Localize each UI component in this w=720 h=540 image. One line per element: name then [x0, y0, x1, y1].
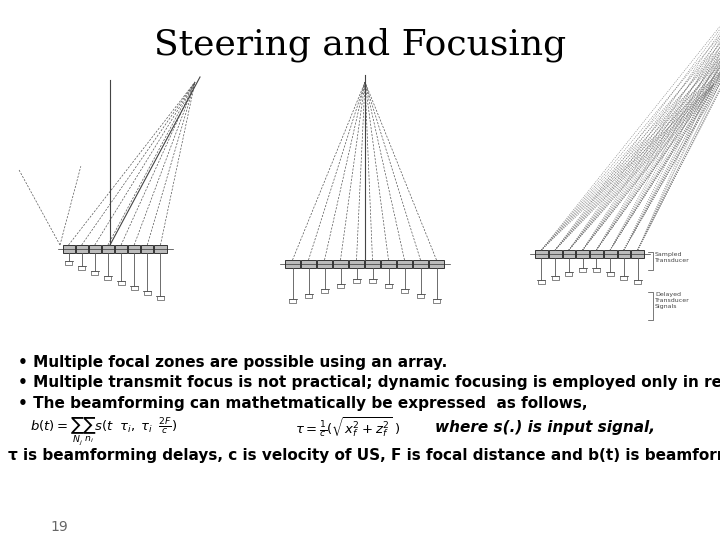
FancyBboxPatch shape: [369, 279, 376, 282]
FancyBboxPatch shape: [562, 250, 575, 258]
FancyBboxPatch shape: [621, 276, 627, 280]
FancyBboxPatch shape: [141, 245, 153, 253]
FancyBboxPatch shape: [115, 245, 127, 253]
FancyBboxPatch shape: [91, 271, 99, 275]
FancyBboxPatch shape: [65, 261, 72, 265]
FancyBboxPatch shape: [349, 260, 364, 268]
FancyBboxPatch shape: [63, 245, 75, 253]
FancyBboxPatch shape: [305, 294, 312, 298]
FancyBboxPatch shape: [417, 294, 424, 298]
FancyBboxPatch shape: [538, 280, 545, 284]
FancyBboxPatch shape: [604, 250, 616, 258]
FancyBboxPatch shape: [154, 245, 166, 253]
FancyBboxPatch shape: [552, 276, 559, 280]
FancyBboxPatch shape: [413, 260, 428, 268]
Text: • Multiple transmit focus is not practical; dynamic focusing is employed only in: • Multiple transmit focus is not practic…: [18, 375, 720, 390]
FancyBboxPatch shape: [385, 284, 392, 287]
FancyBboxPatch shape: [365, 260, 380, 268]
FancyBboxPatch shape: [381, 260, 396, 268]
FancyBboxPatch shape: [102, 245, 114, 253]
Text: $b(t)=\sum_{N_j}\sum_{n_i}s(t\;\; \tau_i,\; \tau_i\;\; \frac{2F}{c})$: $b(t)=\sum_{N_j}\sum_{n_i}s(t\;\; \tau_i…: [30, 415, 177, 447]
FancyBboxPatch shape: [579, 268, 586, 272]
Text: Sampled
Transducer: Sampled Transducer: [655, 252, 690, 263]
FancyBboxPatch shape: [576, 250, 589, 258]
FancyBboxPatch shape: [76, 245, 88, 253]
Text: • Multiple focal zones are possible using an array.: • Multiple focal zones are possible usin…: [18, 355, 447, 370]
Text: $\tau=\frac{1}{c}(\sqrt{x_f^2+z_f^2}\;)$: $\tau=\frac{1}{c}(\sqrt{x_f^2+z_f^2}\;)$: [295, 415, 400, 439]
FancyBboxPatch shape: [157, 296, 164, 300]
FancyBboxPatch shape: [429, 260, 444, 268]
FancyBboxPatch shape: [317, 260, 332, 268]
FancyBboxPatch shape: [618, 250, 630, 258]
FancyBboxPatch shape: [78, 266, 85, 270]
Text: Steering and Focusing: Steering and Focusing: [154, 28, 566, 63]
FancyBboxPatch shape: [321, 288, 328, 293]
FancyBboxPatch shape: [433, 299, 440, 302]
Text: • The beamforming can mathetmatically be expressed  as follows,: • The beamforming can mathetmatically be…: [18, 396, 588, 411]
FancyBboxPatch shape: [631, 250, 644, 258]
FancyBboxPatch shape: [131, 286, 138, 290]
Text: 19: 19: [50, 520, 68, 534]
FancyBboxPatch shape: [117, 281, 125, 285]
Text: Delayed
Transducer
Signals: Delayed Transducer Signals: [655, 292, 690, 308]
FancyBboxPatch shape: [353, 279, 360, 282]
FancyBboxPatch shape: [285, 260, 300, 268]
FancyBboxPatch shape: [607, 272, 613, 276]
FancyBboxPatch shape: [333, 260, 348, 268]
FancyBboxPatch shape: [337, 284, 344, 287]
FancyBboxPatch shape: [301, 260, 316, 268]
FancyBboxPatch shape: [593, 268, 600, 272]
FancyBboxPatch shape: [104, 276, 112, 280]
FancyBboxPatch shape: [549, 250, 562, 258]
FancyBboxPatch shape: [590, 250, 603, 258]
Text: τ is beamforming delays, c is velocity of US, F is focal distance and b(t) is be: τ is beamforming delays, c is velocity o…: [8, 448, 720, 463]
FancyBboxPatch shape: [565, 272, 572, 276]
FancyBboxPatch shape: [144, 291, 150, 295]
FancyBboxPatch shape: [397, 260, 412, 268]
FancyBboxPatch shape: [535, 250, 548, 258]
FancyBboxPatch shape: [634, 280, 641, 284]
FancyBboxPatch shape: [289, 299, 296, 302]
Text: where s(.) is input signal,: where s(.) is input signal,: [435, 420, 655, 435]
FancyBboxPatch shape: [401, 288, 408, 293]
FancyBboxPatch shape: [128, 245, 140, 253]
FancyBboxPatch shape: [89, 245, 101, 253]
